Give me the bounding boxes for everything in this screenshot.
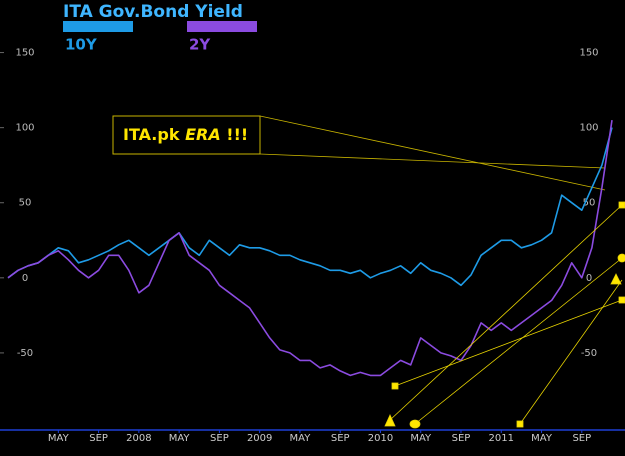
- x-tick-label: 2011: [489, 433, 514, 444]
- legend-label: 2Y: [189, 36, 211, 54]
- trend-marker: [610, 273, 622, 285]
- legend-swatch: [63, 21, 133, 32]
- x-tick-label: SEP: [452, 433, 471, 444]
- trend-marker: [384, 414, 396, 427]
- annotation-part: !!!: [226, 125, 248, 144]
- annotation-box: [112, 115, 261, 155]
- y-tick-label-right: 150: [579, 48, 598, 59]
- x-tick-label: SEP: [89, 433, 108, 444]
- annotation-line: [259, 153, 606, 169]
- y-tick-label: 0: [22, 273, 28, 284]
- x-tick-label: 2009: [247, 433, 272, 444]
- x-tick-label: MAY: [48, 433, 70, 444]
- trend-marker: [618, 201, 625, 209]
- trend-marker: [516, 420, 524, 428]
- y-tick-label: 100: [15, 123, 34, 134]
- y-tick-label: -50: [17, 348, 33, 359]
- y-tick-label-right: -50: [581, 348, 597, 359]
- annotation-part: ITA.pk: [123, 125, 180, 144]
- y-tick-label-right: 0: [586, 273, 592, 284]
- legend-swatch: [187, 21, 257, 32]
- x-tick-label: MAY: [290, 433, 312, 444]
- trend-marker: [618, 296, 625, 304]
- y-tick-label: 150: [15, 48, 34, 59]
- legend-label: 10Y: [65, 36, 98, 54]
- trend-marker: [409, 419, 421, 429]
- series-line: [7, 119, 613, 377]
- x-tick-label: MAY: [169, 433, 191, 444]
- trend-lines: [384, 201, 625, 429]
- x-tick-label: 2008: [126, 433, 151, 444]
- annotation-text: ITA.pk ERA !!!: [123, 125, 248, 144]
- annotation-part: ERA: [185, 125, 221, 144]
- y-tick-label: 50: [19, 198, 32, 209]
- x-tick-label: 2010: [368, 433, 393, 444]
- x-tick-label: MAY: [410, 433, 432, 444]
- x-tick-label: SEP: [331, 433, 350, 444]
- y-tick-label-right: 50: [583, 198, 596, 209]
- x-tick-label: SEP: [210, 433, 229, 444]
- chart-title: ITA Gov.Bond Yield: [63, 2, 243, 22]
- annotation: ITA.pk ERA !!!: [112, 115, 606, 191]
- annotation-line: [259, 115, 606, 191]
- trend-marker: [617, 253, 625, 263]
- y-tick-label-right: 100: [579, 123, 598, 134]
- trend-marker: [391, 382, 399, 390]
- plot-area: 150 150 100 100 50 50 0 0 -50 -50 MAY SEP 2008 MAY SEP…: [0, 48, 613, 444]
- x-tick-label: MAY: [531, 433, 553, 444]
- x-tick-label: SEP: [572, 433, 591, 444]
- series-line: [7, 127, 613, 287]
